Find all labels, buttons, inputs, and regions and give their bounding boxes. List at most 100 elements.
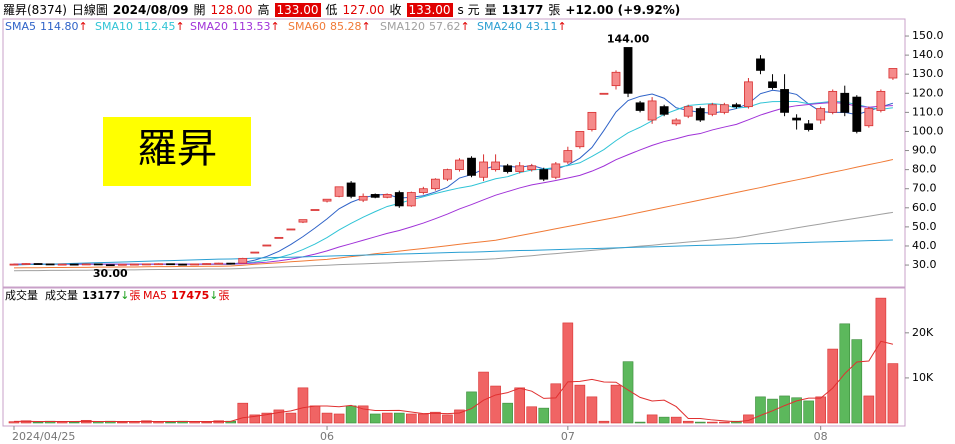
- legend-entry: SMA5 114.80↑: [5, 20, 88, 33]
- volume-bar: [526, 406, 538, 424]
- volume-bar: [68, 421, 80, 424]
- low: 127.00: [342, 2, 385, 17]
- x-tick-label: 2024/04/25: [12, 430, 75, 443]
- volume: 13177: [501, 2, 544, 17]
- candle-body: [864, 108, 874, 127]
- legend-name: SMA60: [288, 20, 326, 33]
- legend-arrow: ↑: [461, 20, 470, 33]
- ma-line: [13, 159, 894, 269]
- legend-arrow: ↑: [271, 20, 280, 33]
- candle-body: [756, 58, 765, 71]
- candle-body: [804, 123, 814, 130]
- volume-bar: [622, 361, 634, 424]
- candle-body: [81, 263, 91, 266]
- candle-body: [370, 194, 380, 198]
- candle-body: [93, 263, 103, 266]
- legend-entry: SMA60 85.28↑: [288, 20, 371, 33]
- volume-bar: [803, 400, 814, 424]
- candle-body: [455, 159, 464, 171]
- volume-bar: [381, 412, 393, 424]
- candle-body: [780, 89, 789, 113]
- x-tick-label: 08: [814, 430, 828, 443]
- legend-name: SMA10: [95, 20, 133, 33]
- candle-body: [274, 236, 284, 239]
- candle-body: [467, 157, 476, 176]
- volume-bar: [646, 414, 658, 424]
- volume-bar: [490, 385, 501, 424]
- volume-bar: [249, 414, 261, 424]
- volume-bar: [406, 413, 417, 424]
- close: 133.00: [406, 2, 453, 17]
- volume-bar: [357, 405, 369, 424]
- y-tick-label: 120.0: [912, 86, 944, 99]
- high-annotation: 144.00: [607, 32, 650, 45]
- legend-value: 43.11: [526, 20, 558, 33]
- candle-body: [599, 92, 609, 95]
- y-tick-label: 90.0: [912, 144, 937, 157]
- candle-body: [262, 244, 272, 247]
- legend-value: 112.45: [137, 20, 176, 33]
- volume-bar: [32, 421, 44, 424]
- volume-bar: [285, 412, 297, 424]
- volume-bar: [574, 384, 586, 424]
- volume-ma-line: [14, 340, 894, 423]
- candle-body: [683, 106, 693, 117]
- candle-body: [190, 263, 200, 266]
- low-label: 低: [325, 3, 338, 17]
- y-tick-label: 30.0: [912, 258, 937, 271]
- volume-legend-arrow: ↓: [120, 289, 129, 302]
- candle-body: [250, 251, 260, 254]
- candle-body: [346, 182, 356, 197]
- volume-bar: [502, 402, 513, 424]
- volume-bar: [261, 412, 273, 424]
- volume-bar: [466, 391, 477, 424]
- volume-tick-label: 10K: [912, 371, 934, 384]
- volume-bar: [478, 371, 489, 424]
- candle-body: [298, 219, 308, 223]
- candle-body: [443, 169, 452, 180]
- low-annotation: 30.00: [93, 267, 128, 280]
- volume-bar: [538, 407, 550, 424]
- volume-bar: [634, 421, 646, 424]
- y-tick-label: 130.0: [912, 67, 944, 80]
- volume-unit: 張: [548, 3, 561, 17]
- open-label: 開: [193, 3, 206, 17]
- volume-bar: [442, 414, 453, 424]
- candle-body: [238, 257, 248, 264]
- candle-body: [635, 102, 645, 111]
- candle-body: [202, 263, 212, 265]
- volume-legend-label: 成交量: [45, 288, 78, 302]
- volume-bar: [297, 387, 309, 424]
- candle-body: [214, 262, 224, 265]
- candle-body: [659, 106, 669, 115]
- volume-bar: [454, 409, 465, 424]
- candle-body: [840, 92, 850, 113]
- ma-line: [13, 239, 893, 266]
- volume-bar: [309, 405, 321, 424]
- candle-body: [695, 108, 705, 121]
- volume-legend-label: MA5: [143, 289, 167, 302]
- candle-body: [732, 104, 741, 108]
- volume-legend-unit: 張: [130, 289, 141, 302]
- volume-bar: [719, 421, 730, 424]
- volume-bar: [273, 409, 285, 424]
- volume-bar: [791, 397, 802, 424]
- candle-body: [888, 68, 898, 79]
- volume-bar: [333, 413, 345, 424]
- volume-bar: [694, 421, 706, 424]
- header: 羅昇(8374) 日線圖 2024/08/09 開 128.00 高 133.0…: [0, 0, 955, 19]
- volume-bar: [237, 402, 249, 424]
- candle-body: [154, 263, 163, 266]
- candle-body: [142, 263, 151, 266]
- candle-body: [418, 188, 428, 193]
- candle-body: [117, 263, 127, 266]
- candle-body: [479, 161, 488, 178]
- candle-body: [587, 111, 597, 130]
- volume-legend-value: 17475: [171, 289, 209, 302]
- candle-body: [358, 195, 368, 201]
- close-label: 收: [389, 3, 402, 17]
- volume-bar: [682, 420, 694, 424]
- legend-value: 85.28: [330, 20, 362, 33]
- y-tick-label: 100.0: [912, 124, 944, 137]
